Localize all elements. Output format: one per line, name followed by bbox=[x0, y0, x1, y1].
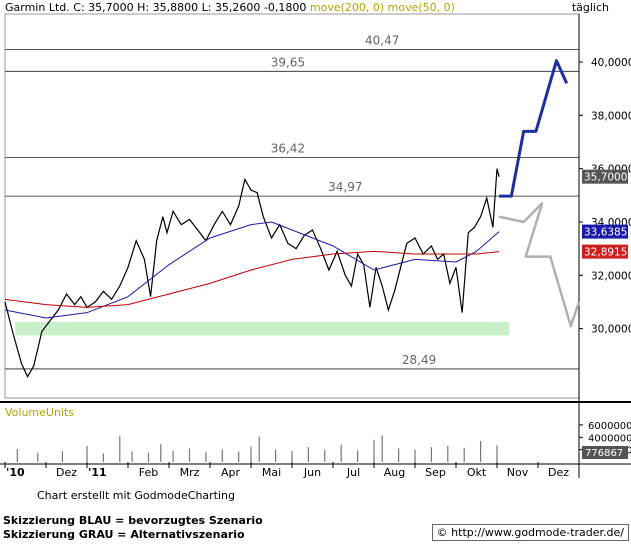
credit-text: Chart erstellt mit GodmodeCharting bbox=[37, 489, 235, 502]
month-label: '11 bbox=[88, 466, 107, 479]
month-label: Okt bbox=[467, 466, 487, 479]
volume-tick-label: 6000000 bbox=[588, 421, 631, 432]
volume-last-box bbox=[582, 446, 628, 459]
legend-blue: Skizzierung BLAU = bevorzugtes Szenario bbox=[3, 514, 263, 527]
chart-header: Garmin Ltd. C: 35,7000 H: 35,8800 L: 35,… bbox=[5, 1, 455, 14]
volume-panel-label: VolumeUnits bbox=[5, 406, 75, 419]
level-label: 36,42 bbox=[271, 141, 305, 155]
scenario-blue bbox=[499, 59, 569, 198]
volume-last-label: 776867 bbox=[585, 448, 623, 459]
volume-tick-label: 4000000 bbox=[588, 433, 631, 444]
price-label-box bbox=[582, 244, 628, 259]
source-link[interactable]: © http://www.godmode-trader.de/ bbox=[431, 524, 629, 541]
month-label: Dez bbox=[548, 466, 569, 479]
price-tick-label: 32,0000 bbox=[591, 270, 631, 282]
month-label: Aug bbox=[384, 466, 405, 479]
level-label: 40,47 bbox=[365, 33, 399, 47]
month-label: Sep bbox=[425, 466, 446, 479]
price-tick-label: 38,0000 bbox=[591, 110, 631, 122]
month-label: Mai bbox=[262, 466, 281, 479]
ma50-legend: move(50, 0) bbox=[387, 1, 455, 14]
ma200-legend: move(200, 0) bbox=[309, 1, 385, 14]
month-label: Apr bbox=[221, 466, 241, 479]
price-label-ma200: 32,8915 bbox=[584, 247, 627, 259]
level-label: 39,65 bbox=[271, 55, 305, 69]
legend-grey: Skizzierung GRAU = Alternativszenario bbox=[3, 528, 245, 541]
price-label-ma50: 33,6385 bbox=[584, 227, 627, 239]
interval-label: täglich bbox=[571, 1, 609, 14]
scenario-grey bbox=[498, 202, 581, 328]
price-line bbox=[4, 168, 500, 378]
month-label: Jul bbox=[346, 466, 360, 479]
price-label-last: 35,7000 bbox=[584, 172, 627, 184]
ma200-line bbox=[4, 250, 500, 308]
price-label-box bbox=[582, 169, 628, 184]
support-zone bbox=[15, 322, 510, 336]
month-label: Jun bbox=[303, 466, 321, 479]
ma50-line bbox=[4, 221, 500, 319]
price-tick-label: 40,0000 bbox=[591, 57, 631, 69]
month-label: '10 bbox=[6, 466, 25, 479]
level-label: 34,97 bbox=[328, 180, 362, 194]
month-label: Feb bbox=[139, 466, 158, 479]
month-label: Dez bbox=[56, 466, 77, 479]
month-label: Nov bbox=[507, 466, 529, 479]
ohlc-readout: C: 35,7000 H: 35,8800 L: 35,2600 -0,1800 bbox=[73, 1, 307, 14]
month-label: Mrz bbox=[180, 466, 200, 479]
price-label-box bbox=[582, 224, 628, 239]
price-tick-label: 30,0000 bbox=[591, 324, 631, 336]
symbol-name: Garmin Ltd. bbox=[5, 1, 70, 14]
level-label: 28,49 bbox=[402, 353, 436, 367]
